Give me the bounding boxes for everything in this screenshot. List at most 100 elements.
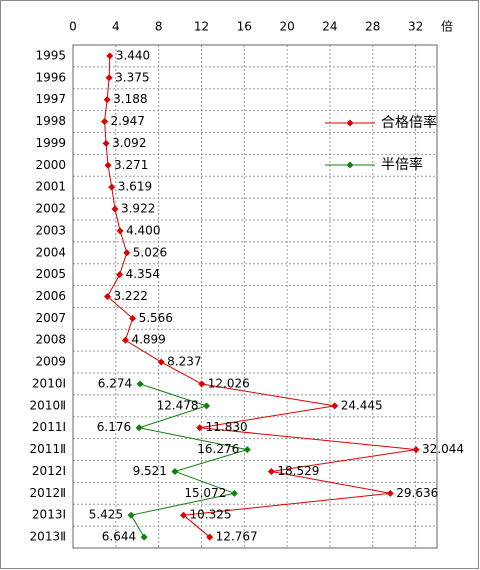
point [116, 271, 124, 279]
point [103, 293, 111, 300]
value-label: 10.325 [190, 508, 232, 522]
y-tick-label: 2010Ⅱ [30, 398, 66, 412]
point [136, 380, 144, 388]
value-label: 16.276 [197, 442, 239, 456]
point [135, 424, 143, 432]
y-tick-label: 2007 [35, 311, 66, 325]
point [111, 205, 119, 213]
legend-marker [346, 119, 354, 127]
value-label: 4.354 [126, 267, 160, 281]
x-tick-label: 28 [365, 20, 380, 34]
point [196, 424, 204, 432]
point [198, 380, 206, 388]
value-label: 4.400 [126, 223, 160, 237]
point [103, 96, 111, 104]
point [108, 183, 116, 191]
point [106, 52, 114, 60]
value-label: 4.899 [131, 333, 165, 347]
y-tick-label: 2013Ⅰ [32, 508, 66, 522]
y-tick-label: 2000 [35, 158, 66, 172]
value-label: 3.092 [112, 136, 146, 150]
point [386, 489, 394, 497]
x-tick-label: 16 [237, 20, 252, 34]
y-tick-label: 2005 [35, 267, 66, 281]
y-tick-label: 2008 [35, 333, 66, 347]
value-label: 5.425 [89, 508, 123, 522]
point [104, 161, 112, 169]
point [140, 533, 148, 541]
value-label: 12.478 [157, 398, 199, 412]
point [123, 249, 131, 257]
value-label: 29.636 [396, 486, 438, 500]
point [127, 511, 135, 519]
legend-label: 合格倍率 [381, 114, 437, 131]
legend-label: 半倍率 [381, 156, 423, 173]
y-tick-label: 2012Ⅰ [32, 464, 66, 478]
point [101, 118, 109, 126]
x-tick-label: 32 [408, 20, 423, 34]
point [121, 336, 129, 344]
point [230, 489, 238, 497]
value-label: 3.222 [113, 289, 147, 303]
y-tick-label: 2003 [35, 223, 66, 237]
y-tick-label: 1997 [35, 92, 66, 106]
value-label: 32.044 [422, 442, 464, 456]
value-label: 12.026 [208, 376, 250, 390]
value-label: 5.566 [139, 311, 173, 325]
plot-area [72, 44, 438, 549]
value-label: 12.767 [216, 530, 258, 544]
y-tick-label: 2012Ⅱ [30, 486, 66, 500]
y-tick-label: 1998 [35, 114, 66, 128]
y-tick-label: 2006 [35, 289, 66, 303]
value-label: 3.375 [115, 70, 149, 84]
point [243, 446, 251, 454]
x-tick-label: 24 [322, 20, 337, 34]
point [171, 467, 179, 475]
y-tick-label: 1996 [35, 70, 66, 84]
y-tick-label: 1995 [35, 48, 66, 62]
y-tick-label: 2002 [35, 202, 66, 216]
x-tick-label: 8 [155, 20, 163, 34]
y-tick-label: 1999 [35, 136, 66, 150]
point [105, 74, 113, 82]
point [203, 402, 211, 410]
value-label: 3.271 [114, 158, 148, 172]
point [116, 227, 124, 235]
value-label: 5.026 [133, 245, 167, 259]
value-label: 8.237 [167, 355, 201, 369]
point [180, 511, 188, 519]
x-tick-label: 20 [279, 20, 294, 34]
value-label: 3.188 [113, 92, 147, 106]
x-unit: 倍 [441, 19, 453, 34]
y-tick-label: 2001 [35, 180, 66, 194]
point [412, 446, 420, 454]
point [129, 314, 137, 322]
y-tick-label: 2011Ⅱ [30, 442, 66, 456]
value-label: 3.440 [116, 48, 150, 62]
legend-marker [346, 161, 354, 169]
y-tick-label: 2013Ⅱ [30, 530, 66, 544]
value-label: 18.529 [277, 464, 319, 478]
value-label: 11.830 [206, 420, 248, 434]
x-tick-label: 0 [69, 20, 77, 34]
point [267, 467, 275, 475]
value-label: 6.176 [97, 420, 131, 434]
y-tick-label: 2010Ⅰ [32, 376, 66, 390]
point [206, 533, 214, 541]
y-tick-label: 2009 [35, 355, 66, 369]
value-label: 6.644 [102, 530, 136, 544]
value-label: 15.072 [184, 486, 226, 500]
y-tick-label: 2011Ⅰ [32, 420, 66, 434]
series-line [130, 383, 248, 538]
point [157, 358, 165, 366]
x-tick-label: 12 [194, 20, 209, 34]
value-label: 24.445 [341, 398, 383, 412]
point [331, 402, 339, 410]
x-tick-label: 4 [112, 20, 120, 34]
value-label: 3.922 [121, 202, 155, 216]
y-tick-label: 2004 [35, 245, 66, 259]
value-label: 3.619 [118, 180, 152, 194]
point [102, 139, 110, 147]
